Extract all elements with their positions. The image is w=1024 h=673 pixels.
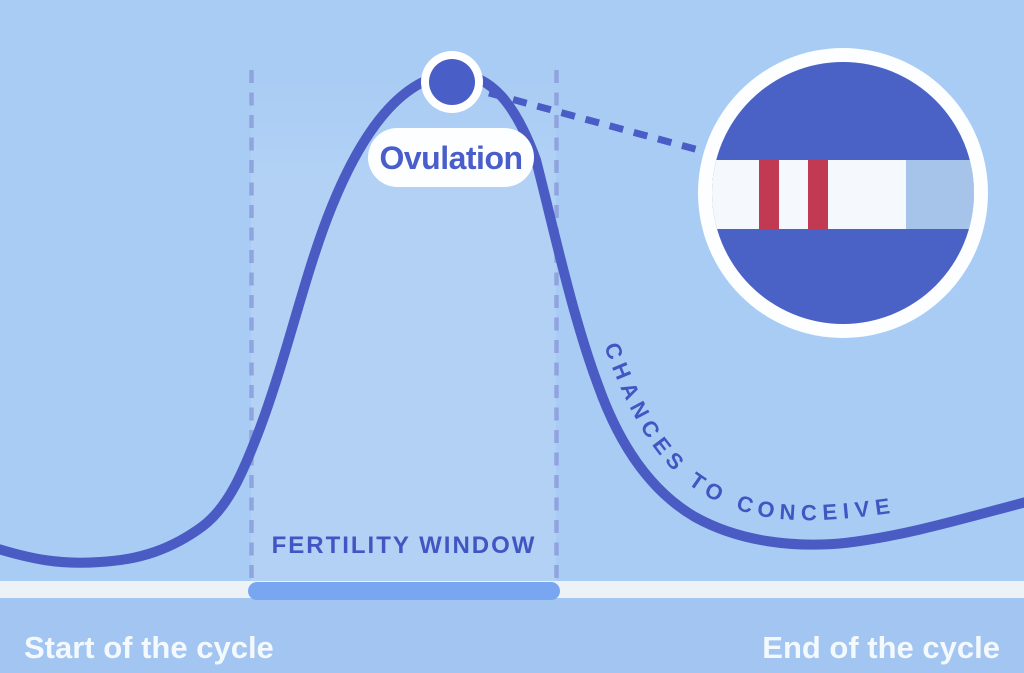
test-result-line-2 <box>808 160 828 229</box>
fertility-window-label: FERTILITY WINDOW <box>272 532 537 559</box>
pregnancy-test-callout <box>698 48 988 338</box>
callout-connector-line <box>488 89 707 156</box>
cycle-end-label: End of the cycle <box>762 630 1000 665</box>
fertility-window-bar <box>248 582 560 600</box>
test-result-line-1 <box>759 160 779 229</box>
background-below-baseline <box>0 598 1024 673</box>
test-strip-absorbent-window <box>906 160 974 229</box>
ovulation-peak-dot-icon <box>429 59 475 105</box>
ovulation-label-pill: Ovulation <box>368 128 534 187</box>
ovulation-pill-text: Ovulation <box>379 140 522 176</box>
ovulation-peak-marker <box>421 51 483 113</box>
positive-pregnancy-test-strip-icon <box>712 160 974 229</box>
cycle-start-label: Start of the cycle <box>24 630 274 665</box>
ovulation-pill-background <box>368 128 534 187</box>
